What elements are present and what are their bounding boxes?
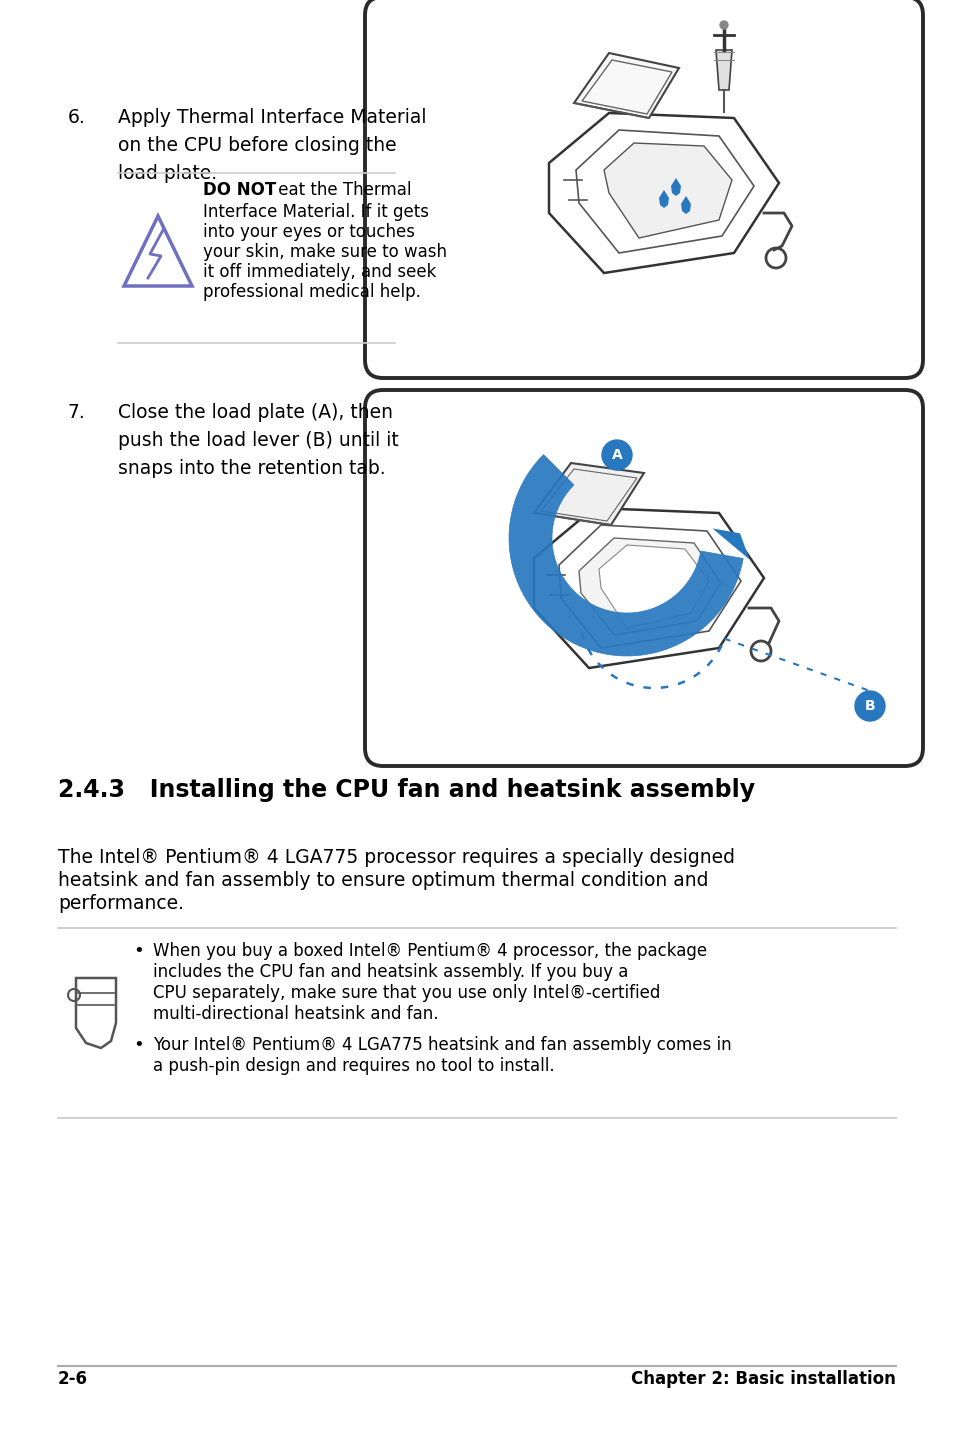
Text: B: B	[863, 699, 875, 713]
Text: Interface Material. If it gets: Interface Material. If it gets	[203, 203, 429, 221]
FancyBboxPatch shape	[365, 0, 923, 378]
Text: multi-directional heatsink and fan.: multi-directional heatsink and fan.	[152, 1005, 438, 1022]
Polygon shape	[598, 545, 708, 628]
Text: performance.: performance.	[58, 894, 184, 913]
Text: 7.: 7.	[68, 403, 86, 421]
Text: CPU separately, make sure that you use only Intel®-certified: CPU separately, make sure that you use o…	[152, 984, 659, 1002]
Text: it off immediately, and seek: it off immediately, and seek	[203, 263, 436, 280]
Polygon shape	[509, 454, 742, 656]
Polygon shape	[603, 142, 731, 239]
Polygon shape	[659, 190, 668, 209]
Text: •: •	[132, 942, 144, 961]
Text: When you buy a boxed Intel® Pentium® 4 processor, the package: When you buy a boxed Intel® Pentium® 4 p…	[152, 942, 706, 961]
Text: 2.4.3   Installing the CPU fan and heatsink assembly: 2.4.3 Installing the CPU fan and heatsin…	[58, 778, 755, 802]
Polygon shape	[716, 50, 731, 91]
Text: Apply Thermal Interface Material
on the CPU before closing the
load plate.: Apply Thermal Interface Material on the …	[118, 108, 426, 183]
Text: The Intel® Pentium® 4 LGA775 processor requires a specially designed: The Intel® Pentium® 4 LGA775 processor r…	[58, 848, 734, 867]
Polygon shape	[574, 53, 679, 118]
Text: •: •	[132, 1035, 144, 1054]
Text: into your eyes or touches: into your eyes or touches	[203, 223, 415, 242]
Text: your skin, make sure to wash: your skin, make sure to wash	[203, 243, 447, 262]
Text: eat the Thermal: eat the Thermal	[273, 181, 411, 198]
Text: 6.: 6.	[68, 108, 86, 127]
Circle shape	[601, 440, 631, 470]
Circle shape	[720, 22, 727, 29]
Text: Chapter 2: Basic installation: Chapter 2: Basic installation	[631, 1370, 895, 1388]
Polygon shape	[680, 196, 690, 214]
Text: Your Intel® Pentium® 4 LGA775 heatsink and fan assembly comes in: Your Intel® Pentium® 4 LGA775 heatsink a…	[152, 1035, 731, 1054]
Circle shape	[854, 692, 884, 720]
FancyBboxPatch shape	[365, 390, 923, 766]
Text: Close the load plate (A), then
push the load lever (B) until it
snaps into the r: Close the load plate (A), then push the …	[118, 403, 398, 477]
Text: DO NOT: DO NOT	[203, 181, 276, 198]
Polygon shape	[670, 178, 680, 196]
Text: A: A	[611, 449, 621, 462]
Polygon shape	[712, 528, 749, 559]
Text: 2-6: 2-6	[58, 1370, 88, 1388]
Text: heatsink and fan assembly to ensure optimum thermal condition and: heatsink and fan assembly to ensure opti…	[58, 871, 708, 890]
Polygon shape	[534, 463, 643, 525]
Text: a push-pin design and requires no tool to install.: a push-pin design and requires no tool t…	[152, 1057, 554, 1076]
Polygon shape	[578, 538, 720, 636]
Text: professional medical help.: professional medical help.	[203, 283, 420, 301]
Text: includes the CPU fan and heatsink assembly. If you buy a: includes the CPU fan and heatsink assemb…	[152, 963, 628, 981]
